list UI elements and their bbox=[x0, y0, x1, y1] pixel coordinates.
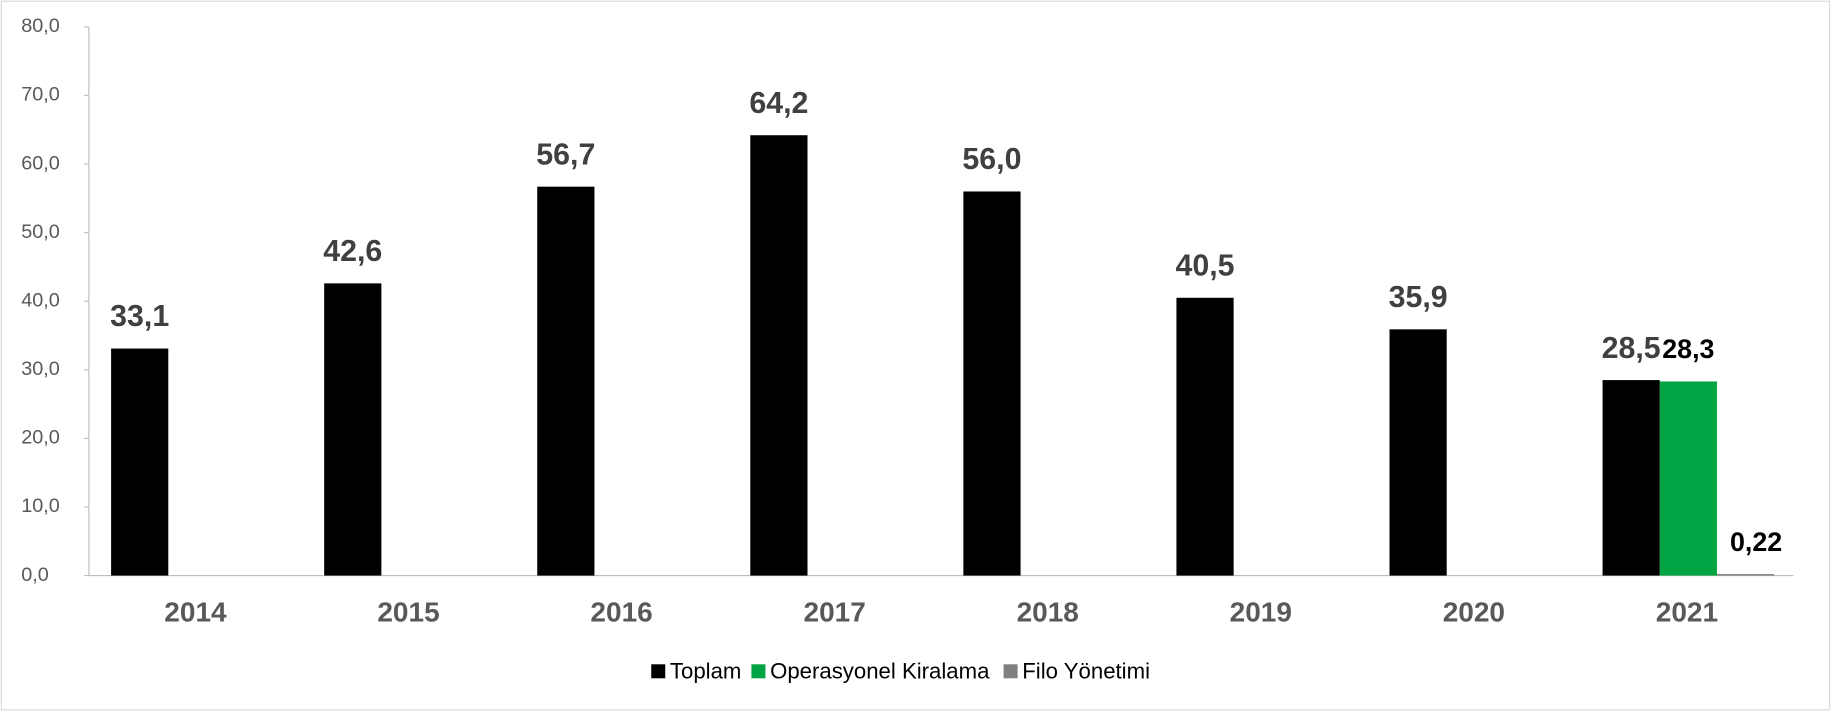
y-tick-label: 40,0 bbox=[21, 289, 60, 311]
data-label: 0,22 bbox=[1730, 527, 1782, 557]
bar bbox=[963, 191, 1021, 576]
data-label: 35,9 bbox=[1389, 281, 1448, 314]
x-tick-label: 2017 bbox=[804, 597, 866, 628]
bar bbox=[1716, 574, 1775, 576]
legend-label: Toplam bbox=[670, 658, 741, 683]
bar bbox=[111, 348, 169, 576]
x-tick-label: 2015 bbox=[377, 597, 439, 628]
legend-swatch bbox=[751, 664, 766, 679]
data-label: 56,7 bbox=[536, 138, 595, 171]
y-tick-label: 20,0 bbox=[21, 427, 60, 449]
legend-label: Operasyonel Kiralama bbox=[770, 658, 990, 683]
data-label: 40,5 bbox=[1176, 249, 1235, 282]
x-tick-label: 2018 bbox=[1017, 597, 1079, 628]
bar bbox=[537, 186, 595, 576]
x-tick-label: 2016 bbox=[590, 597, 652, 628]
bar bbox=[324, 283, 382, 576]
y-tick-label: 70,0 bbox=[21, 84, 60, 106]
data-label: 33,1 bbox=[110, 300, 169, 333]
y-tick-label: 10,0 bbox=[21, 495, 60, 517]
legend-label: Filo Yönetimi bbox=[1022, 658, 1150, 683]
y-tick-label: 60,0 bbox=[21, 152, 60, 174]
x-tick-label: 2019 bbox=[1230, 597, 1292, 628]
y-tick-label: 0,0 bbox=[21, 564, 49, 586]
data-label: 28,3 bbox=[1662, 334, 1714, 364]
x-tick-label: 2014 bbox=[164, 597, 227, 628]
data-label: 28,5 bbox=[1602, 332, 1661, 365]
bar bbox=[1389, 329, 1447, 576]
x-tick-label: 2020 bbox=[1443, 597, 1505, 628]
y-tick-label: 30,0 bbox=[21, 358, 60, 380]
legend-swatch bbox=[1003, 664, 1018, 679]
y-tick-label: 80,0 bbox=[21, 15, 60, 37]
x-tick-label: 2021 bbox=[1656, 597, 1718, 628]
bar bbox=[750, 135, 808, 576]
legend-swatch bbox=[651, 664, 666, 679]
data-label: 42,6 bbox=[323, 235, 382, 268]
data-label: 56,0 bbox=[962, 143, 1021, 176]
data-label: 64,2 bbox=[749, 87, 808, 120]
bar bbox=[1602, 380, 1660, 576]
bar bbox=[1176, 297, 1234, 576]
y-tick-label: 50,0 bbox=[21, 221, 60, 243]
bar bbox=[1659, 381, 1717, 576]
